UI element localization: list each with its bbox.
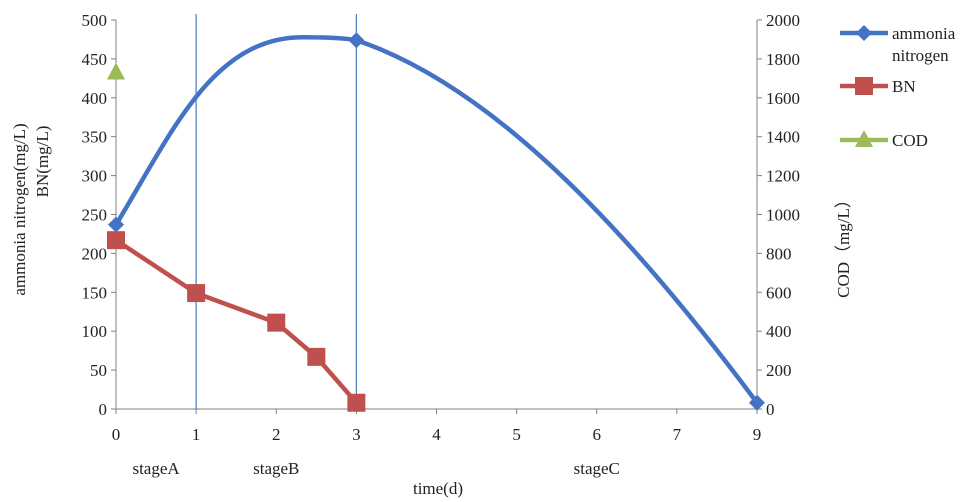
x-axis-label: time(d) — [413, 479, 463, 498]
y-right-tick-label: 1600 — [766, 89, 800, 108]
x-tick-label: 6 — [593, 425, 602, 444]
y-left-tick-label: 100 — [82, 322, 108, 341]
x-tick-label: 7 — [673, 425, 682, 444]
legend-item-ammonia-nitrogen: ammonia nitrogen — [840, 24, 956, 65]
legend-swatch-marker — [856, 25, 872, 41]
legend-label: ammonia nitrogen — [892, 24, 956, 65]
y-left-tick-label: 500 — [82, 11, 108, 30]
series-layer — [107, 32, 765, 412]
legend: ammonia nitrogen BN COD — [840, 24, 956, 150]
y-right-tick-label: 400 — [766, 322, 792, 341]
data-point — [187, 284, 206, 303]
y-left-axis-label-2: BN(mg/L) — [33, 126, 52, 198]
y-right-tick-label: 800 — [766, 244, 792, 263]
y-left-tick-label: 0 — [99, 400, 108, 419]
x-tick-label: 3 — [352, 425, 361, 444]
data-point — [107, 62, 125, 80]
y-left-tick-label: 50 — [90, 361, 107, 380]
data-point — [108, 216, 124, 233]
stage-lines — [195, 14, 357, 409]
series-line — [113, 237, 359, 406]
y-right-tick-label: 1000 — [766, 206, 800, 225]
data-point — [348, 32, 365, 49]
y-left-tick-label: 150 — [82, 283, 108, 302]
y-right-tick-label: 2000 — [766, 11, 800, 30]
y-right-tick-label: 600 — [766, 283, 792, 302]
y-left-tick-label: 350 — [82, 128, 108, 147]
stage-label: stageB — [253, 459, 299, 478]
y-left-tick-label: 250 — [82, 206, 108, 225]
data-point — [749, 394, 765, 411]
labels: ammonia nitrogen(mg/L) BN(mg/L) COD（mg/L） t… — [10, 123, 853, 498]
x-tick-label: 4 — [432, 425, 441, 444]
y-right-axis-label: COD（mg/L） — [834, 191, 853, 298]
series-bn — [107, 231, 366, 412]
x-tick-label: 9 — [753, 425, 762, 444]
y-right-tick-label: 1400 — [766, 128, 800, 147]
x-tick-label: 1 — [192, 425, 201, 444]
data-point — [267, 313, 286, 332]
legend-swatch-marker — [855, 77, 873, 95]
legend-swatch-marker — [855, 130, 873, 147]
y-left-axis-label: ammonia nitrogen(mg/L) — [10, 123, 29, 295]
data-point — [347, 393, 366, 412]
stage-label: stageA — [132, 459, 180, 478]
x-tick-label: 5 — [512, 425, 521, 444]
series-cod — [107, 62, 125, 80]
legend-label: BN — [892, 77, 916, 96]
y-left-tick-label: 300 — [82, 167, 108, 186]
y-right-tick-label: 1800 — [766, 50, 800, 69]
y-right-tick-label: 1200 — [766, 167, 800, 186]
data-point — [107, 231, 125, 250]
stage-label: stageC — [574, 459, 620, 478]
y-left-tick-label: 200 — [82, 244, 108, 263]
series-line — [113, 34, 760, 406]
x-tick-label: 0 — [112, 425, 121, 444]
legend-label: COD — [892, 131, 928, 150]
y-right-tick-label: 0 — [766, 400, 775, 419]
series-ammonia-nitrogen — [108, 32, 765, 411]
y-left-tick-label: 450 — [82, 50, 108, 69]
y-right-tick-label: 200 — [766, 361, 792, 380]
legend-item-bn: BN — [840, 77, 916, 96]
data-point — [307, 347, 326, 366]
x-tick-label: 2 — [272, 425, 281, 444]
axes: 0501001502002503003504004505000200400600… — [82, 11, 801, 444]
legend-item-cod: COD — [840, 130, 928, 150]
y-left-tick-label: 400 — [82, 89, 108, 108]
